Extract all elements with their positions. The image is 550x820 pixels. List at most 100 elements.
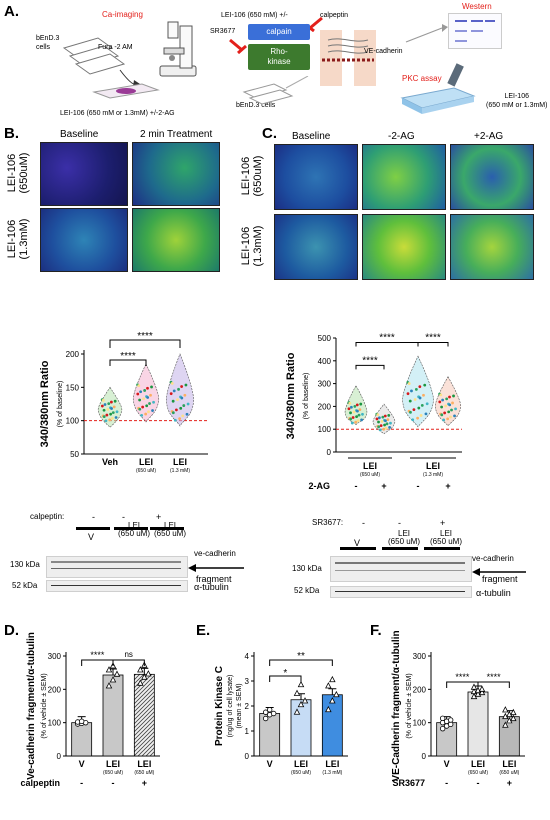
data-point bbox=[329, 697, 336, 704]
pkc-assay-label: PKC assay bbox=[402, 74, 442, 83]
violin-point bbox=[454, 407, 457, 411]
treatment-sign: + bbox=[142, 778, 147, 788]
violin-point bbox=[115, 410, 119, 414]
blot-right-sr: SR3677: bbox=[312, 518, 344, 527]
y-tick-label: 300 bbox=[413, 652, 427, 661]
lei-top-label: LEI-106 (650 mM) +/- bbox=[221, 12, 288, 19]
y-axis-label: Ve-cadherin fragment/α-tubulin bbox=[26, 632, 37, 780]
y-tick-label: 100 bbox=[318, 425, 332, 434]
category-label: V bbox=[79, 759, 85, 769]
treatment-left-label: LEI-106 (650 mM or 1.3mM) +/-2-AG bbox=[60, 110, 175, 117]
data-point bbox=[329, 675, 336, 683]
violin-plot-c: 0 100 200 300 400 500 340/380nm Ratio (% of bas… bbox=[285, 333, 462, 491]
data-point bbox=[137, 666, 144, 673]
violin-point bbox=[418, 385, 422, 389]
blot-left-fragment-arrow bbox=[188, 564, 244, 572]
violin-point bbox=[443, 411, 447, 415]
violin-point bbox=[449, 415, 452, 419]
violin-point bbox=[440, 413, 444, 417]
treatment-row-label: calpeptin bbox=[20, 778, 60, 788]
blot-left-lane-bar3 bbox=[150, 527, 184, 530]
data-point bbox=[105, 666, 113, 673]
fura-label: Fura -2 AM bbox=[98, 44, 133, 51]
violin-point bbox=[185, 412, 189, 416]
micro-c-minus-13 bbox=[362, 214, 446, 280]
y-tick-label: 3 bbox=[245, 677, 250, 686]
violin-point bbox=[446, 417, 450, 421]
violin-point bbox=[410, 389, 413, 393]
violin-point bbox=[377, 425, 381, 429]
panel-b-col2: 2 min Treatment bbox=[140, 129, 213, 140]
violin-point bbox=[355, 403, 359, 407]
violin-point bbox=[384, 419, 387, 423]
violin-point bbox=[425, 402, 429, 406]
y-tick-label: 200 bbox=[413, 685, 427, 694]
violin-point bbox=[178, 417, 182, 421]
category-sublabel: (650 uM) bbox=[134, 770, 154, 776]
blot-left-130: 130 kDa bbox=[10, 560, 40, 569]
blot-left-sign3: + bbox=[156, 512, 162, 522]
violin-point bbox=[103, 403, 107, 406]
blot-right-vecad: ve-cadherin bbox=[472, 554, 514, 563]
data-point bbox=[105, 682, 113, 689]
micro-c-plus-650 bbox=[450, 144, 534, 210]
sig-label: * bbox=[283, 668, 287, 679]
data-point bbox=[262, 715, 269, 722]
violin-point bbox=[138, 398, 142, 402]
y-axis-sublabel: (% of baseline) bbox=[303, 373, 310, 420]
blot-right-sign1: - bbox=[362, 518, 365, 528]
violin-point bbox=[444, 404, 448, 408]
blot-left-lane1: V bbox=[88, 532, 95, 542]
inhibit-arrow-sr bbox=[229, 38, 247, 54]
y-tick-label: 300 bbox=[318, 380, 332, 389]
violin-point bbox=[352, 410, 356, 414]
group-sublabel: (650 uM) bbox=[360, 472, 380, 478]
violin-lei-13 bbox=[166, 353, 194, 427]
sig-label: **** bbox=[137, 331, 153, 342]
violin-point bbox=[137, 384, 141, 388]
violin-point bbox=[179, 406, 183, 410]
y-axis-label: VE-Cadherin fragment/α-tubulin bbox=[391, 630, 402, 781]
blot-right-lane-bar1 bbox=[340, 547, 376, 550]
violin-point bbox=[144, 412, 148, 416]
violin-plot-b: 50 100 150 200 340/380nm Ratio (% of baseline… bbox=[39, 331, 208, 474]
category-label: LEI bbox=[173, 457, 187, 467]
violin-point bbox=[382, 427, 386, 431]
violin-point bbox=[114, 416, 118, 419]
violin-point bbox=[383, 414, 387, 418]
blot-left-sign2: - bbox=[122, 512, 125, 522]
bar-chart-d: 0 100 200 300 Ve-cadherin fragment/α-tubulin… bbox=[20, 632, 160, 788]
violin-point bbox=[356, 409, 359, 413]
violin-point bbox=[438, 400, 442, 404]
blot-right-lane1: V bbox=[354, 538, 361, 548]
data-point bbox=[297, 680, 305, 688]
violin-point bbox=[445, 397, 449, 401]
sig-bracket bbox=[269, 659, 333, 666]
violin-point bbox=[183, 393, 187, 397]
violin-point bbox=[111, 411, 115, 415]
twoag-label: 2-AG bbox=[308, 481, 330, 491]
panel-d-label: D. bbox=[4, 622, 19, 639]
category-sublabel: (650 uM) bbox=[468, 770, 488, 776]
y-axis-sublabel: (% of vehicle ± SEM) bbox=[41, 673, 48, 738]
violin-point bbox=[424, 412, 428, 416]
y-tick-label: 0 bbox=[245, 752, 250, 761]
blot-left-tubulin-membrane bbox=[46, 580, 188, 592]
violin-point bbox=[146, 386, 149, 390]
violin-point bbox=[139, 390, 143, 394]
blot-right-vecad-membrane bbox=[330, 556, 472, 582]
cells-left-label: bEnD.3 cells bbox=[36, 35, 60, 51]
violin-point bbox=[177, 387, 180, 391]
violin-point bbox=[140, 413, 144, 417]
y-tick-label: 200 bbox=[48, 685, 62, 694]
violin-point bbox=[439, 393, 443, 397]
sig-bracket bbox=[81, 659, 114, 666]
treatment-row-label: SR3677 bbox=[392, 778, 425, 788]
violin-point bbox=[146, 396, 150, 399]
violin-point bbox=[349, 417, 353, 421]
violin-point bbox=[378, 428, 382, 432]
violin-point bbox=[451, 401, 454, 405]
sig-bracket bbox=[112, 659, 145, 666]
violin-point bbox=[423, 383, 427, 387]
violin-point bbox=[113, 399, 117, 403]
